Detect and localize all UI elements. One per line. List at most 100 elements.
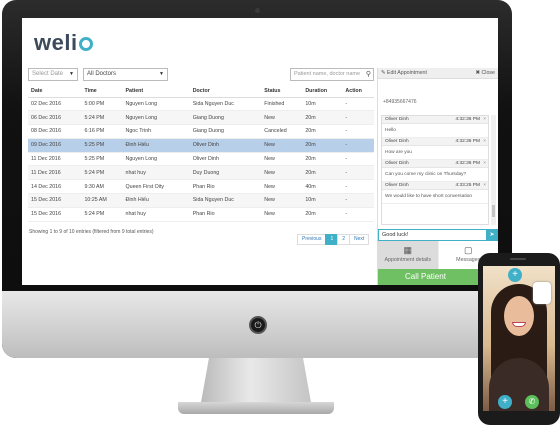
power-icon[interactable]: ⏻ — [249, 316, 267, 334]
cell-doctor: Sida Nguyen Duc — [189, 193, 262, 208]
cell-doctor: Phan Rio — [189, 179, 262, 195]
edit-appointment-label[interactable]: Edit Appointment — [386, 70, 427, 76]
message-input[interactable]: Good luck! ➤ — [378, 229, 498, 241]
cell-status: New — [261, 207, 303, 222]
table-row[interactable]: 06 Dec 2016 5:24 PM Nguyen Long Giang Duong… — [28, 110, 374, 126]
delete-message-icon[interactable]: × — [483, 117, 486, 122]
col-duration[interactable]: Duration — [302, 85, 343, 98]
edit-icon: ✎ — [381, 70, 387, 76]
message-time: 4:32:36 PM — [455, 161, 480, 166]
col-patient[interactable]: Patient — [122, 85, 190, 98]
cell-duration: 20m — [302, 138, 343, 153]
close-icon: ✖ — [475, 70, 482, 76]
app-screen: weli Select Date ▼ All Doctors ▼ Patient… — [22, 18, 498, 285]
table-row[interactable]: 11 Dec 2016 5:24 PM nhat huy Duy Duong New 20… — [28, 165, 374, 181]
message-sender: Oliver Dinh — [385, 117, 409, 122]
cell-action[interactable]: - — [342, 152, 374, 167]
cell-action[interactable]: - — [342, 207, 374, 222]
cell-action[interactable]: - — [342, 110, 374, 126]
cell-time: 6:16 PM — [81, 124, 123, 139]
caret-down-icon: ▼ — [159, 71, 164, 77]
cell-date: 14 Dec 2016 — [28, 179, 82, 195]
add-participant-icon[interactable]: + — [498, 395, 512, 409]
cell-duration: 20m — [302, 110, 343, 126]
search-icon[interactable]: ⚲ — [365, 71, 371, 78]
call-patient-label: Call Patient — [405, 272, 446, 281]
cell-time: 5:25 PM — [81, 152, 123, 167]
prev-button[interactable]: Previous — [297, 234, 327, 245]
cell-time: 5:24 PM — [81, 207, 123, 222]
cell-time: 10:25 AM — [81, 193, 123, 208]
cell-patient: Ngoc Trinh — [122, 124, 190, 139]
cell-patient: Nguyen Long — [122, 97, 190, 112]
delete-message-icon[interactable]: × — [483, 161, 486, 166]
delete-message-icon[interactable]: × — [483, 183, 486, 188]
col-action: Action — [342, 85, 374, 98]
send-icon: ➤ — [489, 232, 495, 238]
cell-patient: Đinh Hiếu — [122, 193, 190, 208]
table-row[interactable]: 15 Dec 2016 5:24 PM nhat huy Phan Rio New 20m… — [28, 207, 374, 222]
col-doctor[interactable]: Doctor — [189, 85, 262, 98]
appointment-panel: ✎ Edit Appointment ✖ Close +84935667476 … — [377, 68, 498, 285]
doctor-select[interactable]: All Doctors ▼ — [83, 68, 168, 81]
col-date[interactable]: Date — [28, 85, 82, 98]
message-body: We would like to have short conversation — [382, 190, 488, 204]
message-header: Oliver Dinh 4:32:36 PM × — [382, 160, 488, 168]
appointments-table: Date Time Patient Doctor Status Duration… — [28, 85, 374, 222]
cell-action[interactable]: - — [342, 165, 374, 181]
message-sender: Oliver Dinh — [385, 183, 409, 188]
delete-message-icon[interactable]: × — [483, 139, 486, 144]
cell-status: Finished — [261, 97, 303, 112]
table-row[interactable]: 08 Dec 2016 6:16 PM Ngoc Trinh Giang Duong C… — [28, 124, 374, 139]
chat-bubble-icon: ▢ — [463, 245, 473, 255]
add-icon[interactable]: + — [508, 268, 522, 282]
tab-appointment-details[interactable]: ▦ Appointment details — [378, 241, 439, 269]
col-status[interactable]: Status — [261, 85, 303, 98]
phone-call-icon[interactable]: ✆ — [525, 395, 539, 409]
cell-action[interactable]: - — [342, 179, 374, 195]
caret-down-icon: ▼ — [69, 71, 74, 77]
cell-date: 15 Dec 2016 — [28, 207, 82, 222]
message-header: Oliver Dinh 4:33:25 PM × — [382, 182, 488, 190]
cell-patient: Queen First Oity — [122, 179, 190, 195]
cell-duration: 20m — [302, 165, 343, 181]
cell-action[interactable]: - — [342, 124, 374, 139]
cell-action[interactable]: - — [342, 138, 374, 153]
table-row[interactable]: 02 Dec 2016 5:00 PM Nguyen Long Sida Nguyen… — [28, 97, 374, 112]
cell-time: 5:00 PM — [81, 97, 123, 112]
scroll-thumb[interactable] — [492, 205, 495, 217]
entries-info: Showing 1 to 9 of 10 entries (filtered f… — [29, 229, 154, 235]
date-select-label: Select Date — [32, 71, 64, 77]
table-row[interactable]: 09 Dec 2016 5:25 PM Đinh Hiếu Oliver Dinh Ne… — [28, 138, 374, 153]
table-row[interactable]: 14 Dec 2016 9:30 AM Queen First Oity Phan R… — [28, 179, 374, 195]
table-row[interactable]: 15 Dec 2016 10:25 AM Đinh Hiếu Sida Nguyen … — [28, 193, 374, 208]
monitor-frame: weli Select Date ▼ All Doctors ▼ Patient… — [2, 0, 512, 358]
send-button[interactable]: ➤ — [486, 230, 498, 240]
cell-date: 06 Dec 2016 — [28, 110, 82, 126]
cell-date: 11 Dec 2016 — [28, 152, 82, 167]
cell-action[interactable]: - — [342, 97, 374, 112]
chat-scrollbar[interactable] — [491, 115, 496, 225]
message-time: 4:33:25 PM — [455, 183, 480, 188]
date-select[interactable]: Select Date ▼ — [28, 68, 78, 81]
search-input[interactable]: Patient name, doctor name ⚲ — [290, 68, 374, 81]
cell-patient: Đinh Hiếu — [122, 138, 190, 153]
cell-doctor: Giang Duong — [189, 110, 262, 126]
cell-date: 11 Dec 2016 — [28, 165, 82, 181]
cell-action[interactable]: - — [342, 193, 374, 208]
col-time[interactable]: Time — [81, 85, 123, 98]
table-row[interactable]: 11 Dec 2016 5:25 PM Nguyen Long Oliver Dinh… — [28, 152, 374, 167]
close-button[interactable]: ✖ Close — [475, 70, 495, 76]
smartphone: + + ✆ — [478, 253, 560, 425]
cell-date: 15 Dec 2016 — [28, 193, 82, 208]
tab-messages[interactable]: ▢ Messages — [439, 241, 499, 269]
message-input-value: Good luck! — [382, 232, 409, 238]
cell-status: Canceled — [261, 124, 303, 139]
message-header: Oliver Dinh 4:32:36 PM × — [382, 116, 488, 124]
chat-log: Oliver Dinh 4:32:36 PM × Hello Oliver Dinh 4:… — [381, 115, 489, 225]
next-button[interactable]: Next — [349, 234, 370, 245]
table-header-row: Date Time Patient Doctor Status Duration… — [28, 85, 374, 98]
monitor-stand — [200, 358, 312, 408]
cell-patient: Nguyen Long — [122, 152, 190, 167]
cell-patient: nhat huy — [122, 165, 190, 181]
